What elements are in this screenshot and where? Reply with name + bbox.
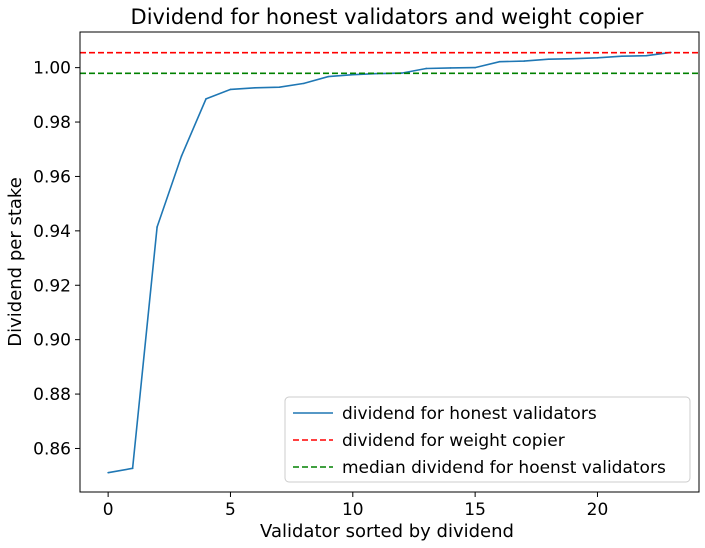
data-point	[205, 98, 207, 100]
x-axis-label: Validator sorted by dividend	[260, 521, 514, 542]
x-tick-label: 10	[342, 500, 364, 520]
data-point	[352, 73, 354, 76]
legend-label: dividend for honest validators	[342, 404, 597, 424]
data-point	[156, 226, 158, 228]
y-tick-label: 0.88	[33, 385, 71, 405]
x-tick-label: 20	[587, 500, 609, 520]
data-point	[547, 58, 550, 61]
data-point	[449, 67, 452, 69]
data-point	[400, 72, 403, 74]
data-point	[303, 82, 305, 85]
legend: dividend for honest validators dividend f…	[284, 396, 691, 483]
plot-area	[80, 51, 699, 474]
y-tick-label: 0.98	[33, 113, 71, 133]
data-point	[254, 86, 256, 89]
x-tick-label: 0	[103, 500, 114, 520]
y-tick-label: 0.92	[33, 276, 71, 296]
data-point	[645, 54, 648, 57]
data-point	[523, 60, 525, 62]
plot-frame	[79, 31, 700, 493]
x-tick-label: 15	[464, 500, 486, 520]
data-point	[229, 88, 232, 91]
legend-label: dividend for weight copier	[342, 431, 565, 451]
data-point	[327, 75, 330, 78]
chart-title: Dividend for honest validators and weigh…	[131, 5, 644, 29]
y-tick-label: 0.94	[33, 222, 71, 242]
legend-entry: dividend for weight copier	[293, 431, 565, 451]
y-tick-label: 1.00	[33, 59, 71, 79]
legend-entry: median dividend for hoenst validators	[293, 458, 666, 478]
data-point	[572, 57, 574, 60]
legend-box	[284, 396, 691, 483]
data-point	[131, 467, 134, 470]
legend-entry: dividend for honest validators	[293, 404, 597, 424]
y-axis-label: Dividend per stake	[5, 177, 26, 347]
y-axis-ticks: 0.86 0.88 0.90 0.92 0.94 0.96 0.98 1.00	[33, 59, 80, 459]
legend-label: median dividend for hoenst validators	[342, 458, 666, 478]
data-point	[278, 86, 281, 89]
data-point	[621, 55, 623, 58]
data-point	[596, 57, 599, 59]
data-point	[498, 60, 501, 63]
x-axis-ticks: 0 5 10 15 20	[103, 492, 609, 520]
x-tick-label: 5	[225, 500, 236, 520]
y-tick-label: 0.96	[33, 167, 71, 187]
data-point	[180, 155, 183, 157]
y-tick-label: 0.90	[33, 331, 71, 351]
data-point	[107, 471, 109, 474]
y-tick-label: 0.86	[33, 439, 71, 459]
data-point	[474, 66, 476, 69]
data-point	[425, 67, 427, 70]
